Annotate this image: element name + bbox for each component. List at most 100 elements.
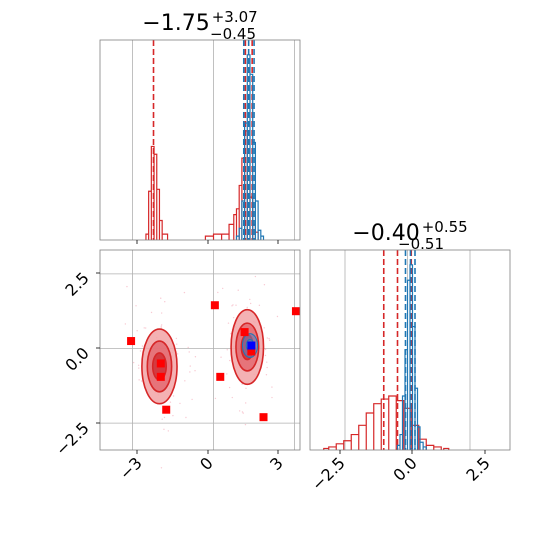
joint-sample-point-0 bbox=[140, 380, 143, 382]
joint-sample-point-111 bbox=[263, 284, 266, 286]
joint-sample-point-14 bbox=[138, 379, 140, 381]
param-2-hist-series-0 bbox=[323, 395, 450, 450]
joint-sample-point-5 bbox=[163, 416, 166, 419]
param-2-xtick-marks bbox=[339, 450, 486, 454]
joint-xtick-label-2: 0 bbox=[196, 453, 217, 474]
joint-sample-point-20 bbox=[144, 327, 147, 329]
red-square-marker-9 bbox=[247, 347, 256, 356]
joint-sample-point-86 bbox=[241, 383, 243, 385]
joint-sample-point-36 bbox=[161, 418, 163, 420]
red-square-marker-1 bbox=[156, 359, 165, 368]
param-1-title: −1.75 +3.07 −0.45 bbox=[142, 8, 257, 43]
joint-sample-point-27 bbox=[176, 343, 178, 345]
param-2-xtick-label-2: 0.0 bbox=[389, 453, 420, 484]
param-1-hist-series-1 bbox=[235, 54, 265, 240]
joint-sample-point-76 bbox=[237, 289, 239, 291]
joint-sample-point-19 bbox=[163, 428, 165, 431]
joint-sample-point-55 bbox=[172, 414, 174, 417]
joint-sample-point-61 bbox=[132, 361, 135, 364]
joint-sample-point-129 bbox=[254, 275, 257, 278]
joint-sample-point-118 bbox=[249, 302, 252, 305]
blue-square-marker-0 bbox=[247, 341, 256, 350]
joint-sample-point-42 bbox=[136, 330, 138, 332]
param-2-xtick-label-1: −2.5 bbox=[308, 453, 349, 494]
joint-sample-point-67 bbox=[175, 337, 178, 340]
param-2-axes-frame bbox=[309, 249, 511, 451]
joint-sample-point-120 bbox=[242, 412, 244, 414]
joint-gridlines bbox=[100, 250, 300, 450]
joint-sample-point-96 bbox=[221, 287, 224, 290]
joint-sample-point-109 bbox=[227, 322, 230, 324]
joint-sample-point-41 bbox=[143, 327, 145, 329]
red-square-marker-2 bbox=[156, 372, 165, 381]
joint-sample-point-139 bbox=[235, 304, 237, 306]
joint-sample-point-84 bbox=[264, 354, 267, 357]
joint-sample-point-112 bbox=[246, 306, 248, 309]
joint-sample-point-90 bbox=[263, 327, 265, 329]
joint-sample-point-32 bbox=[169, 401, 172, 403]
joint-sample-point-17 bbox=[161, 324, 163, 326]
joint-sample-point-105 bbox=[244, 402, 247, 404]
joint-ytick-label-3: −2.5 bbox=[52, 418, 93, 459]
joint-sample-point-132 bbox=[232, 304, 234, 306]
joint-sample-point-113 bbox=[226, 349, 228, 351]
joint-sample-point-62 bbox=[135, 305, 137, 307]
joint-sample-point-63 bbox=[150, 311, 153, 314]
joint-sample-point-7 bbox=[160, 327, 162, 329]
red-square-marker-3 bbox=[162, 405, 171, 414]
marginal-histogram-param-2-panel: −0.40 +0.55 −0.51 −2.5 0.0 2.5 bbox=[308, 218, 511, 494]
param-1-hist-series-0 bbox=[145, 130, 259, 240]
joint-sample-point-45 bbox=[126, 285, 128, 288]
red-square-marker-4 bbox=[210, 301, 219, 310]
joint-sample-point-75 bbox=[276, 315, 279, 318]
joint-sample-point-44 bbox=[184, 380, 186, 382]
joint-markers bbox=[127, 301, 300, 422]
joint-sample-point-34 bbox=[160, 312, 163, 314]
joint-contours bbox=[141, 308, 265, 405]
param-1-axes-frame bbox=[99, 39, 301, 241]
joint-sample-point-10 bbox=[187, 346, 189, 349]
param-1-xtick-marks bbox=[136, 240, 279, 244]
joint-sample-point-101 bbox=[268, 339, 271, 341]
joint-sample-point-74 bbox=[271, 396, 273, 399]
red-square-marker-8 bbox=[291, 307, 300, 316]
joint-sample-point-123 bbox=[249, 298, 251, 301]
joint-sample-point-3 bbox=[185, 416, 187, 419]
joint-sample-point-127 bbox=[266, 361, 268, 363]
joint-sample-point-48 bbox=[172, 395, 175, 397]
joint-sample-point-106 bbox=[265, 374, 268, 376]
joint-sample-point-1 bbox=[160, 297, 162, 299]
joint-sample-point-104 bbox=[231, 396, 233, 399]
joint-sample-point-28 bbox=[124, 323, 127, 325]
joint-sample-point-77 bbox=[214, 397, 217, 400]
param-2-title-upper-error: +0.55 bbox=[422, 218, 468, 236]
param-2-histograms bbox=[323, 250, 450, 450]
joint-sample-point-78 bbox=[232, 316, 235, 319]
joint-sample-point-31 bbox=[137, 364, 140, 366]
joint-xtick-label-3: 3 bbox=[266, 453, 287, 474]
joint-sample-point-21 bbox=[191, 398, 193, 401]
joint-sample-point-114 bbox=[268, 337, 270, 340]
joint-sample-point-136 bbox=[226, 373, 228, 375]
joint-sample-point-2 bbox=[138, 367, 140, 369]
joint-sample-point-33 bbox=[139, 350, 142, 352]
joint-xtick-label-1: −3 bbox=[116, 453, 146, 483]
joint-sample-point-68 bbox=[141, 345, 144, 347]
red-square-marker-0 bbox=[127, 337, 136, 346]
joint-sample-point-47 bbox=[194, 369, 196, 372]
joint-sample-point-23 bbox=[160, 325, 162, 327]
joint-sample-point-125 bbox=[228, 386, 231, 389]
param-1-histograms bbox=[145, 40, 265, 240]
joint-sample-point-119 bbox=[266, 337, 268, 339]
param-2-title-lower-error: −0.51 bbox=[398, 235, 444, 253]
joint-contour-panel: −3 0 3 2.5 0.0 −2.5 bbox=[52, 249, 301, 484]
joint-axes-frame bbox=[99, 249, 301, 451]
joint-sample-point-81 bbox=[271, 386, 273, 388]
param-1-title-value: −1.75 bbox=[142, 11, 209, 36]
joint-sample-point-26 bbox=[164, 301, 166, 303]
marginal-histogram-param-1-panel: −1.75 +3.07 −0.45 bbox=[99, 8, 301, 244]
red-square-marker-5 bbox=[216, 372, 225, 381]
joint-sample-point-57 bbox=[194, 356, 197, 358]
joint-sample-point-103 bbox=[217, 291, 219, 294]
